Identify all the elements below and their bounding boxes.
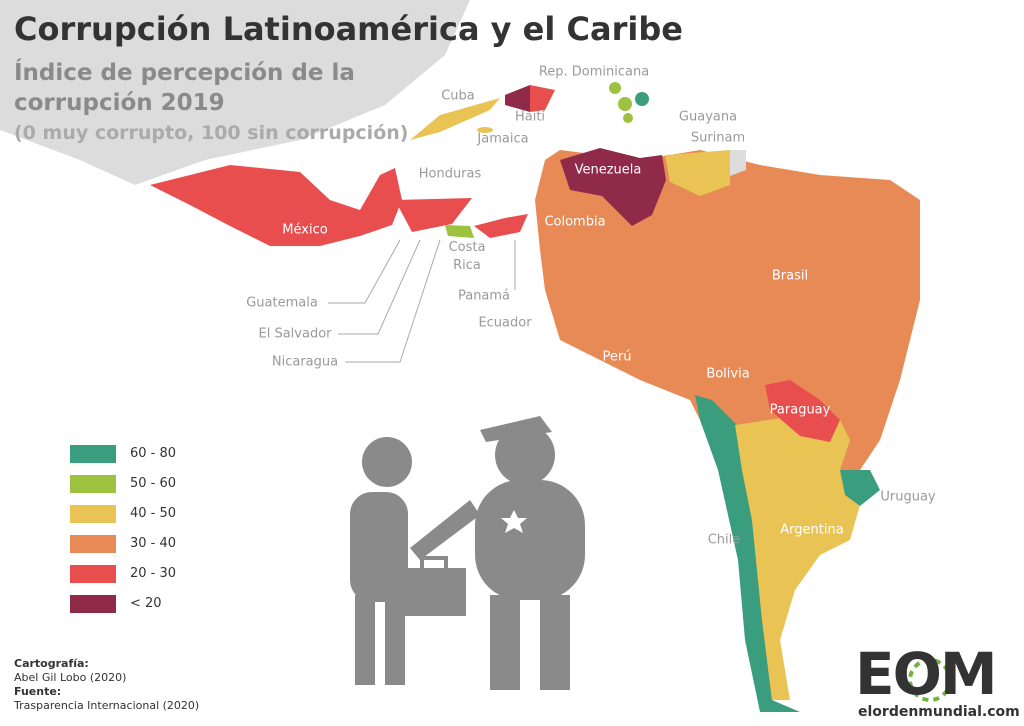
island [635, 92, 649, 106]
legend-label: 30 - 40 [130, 536, 177, 551]
country-label: Brasil [771, 268, 809, 284]
country-label: Bolivia [706, 366, 750, 382]
legend-label: 50 - 60 [130, 476, 177, 491]
island [618, 97, 632, 111]
legend-swatch [70, 565, 116, 583]
country-label: Nicaragua [271, 354, 339, 370]
panama [474, 214, 528, 238]
central-america [395, 198, 472, 232]
legend-swatch [70, 595, 116, 613]
country-label: Guatemala [246, 295, 318, 311]
credit: Trasparencia Internacional (2020) [14, 699, 200, 712]
legend-swatch [70, 445, 116, 463]
venezuela [560, 148, 666, 226]
title: Corrupción Latinoamérica y el Caribe [14, 10, 683, 48]
logo: EOM [855, 640, 998, 708]
legend-label: 20 - 30 [130, 566, 177, 581]
country-label: Uruguay [880, 489, 936, 505]
legend-label: 60 - 80 [130, 446, 177, 461]
country-label: Colombia [544, 214, 606, 230]
argentina [735, 415, 860, 700]
logo-url: elordenmundial.com [858, 704, 1020, 720]
country-label: Rep. Dominicana [538, 64, 650, 80]
country-label: El Salvador [258, 326, 332, 342]
legend-label: 40 - 50 [130, 506, 177, 521]
country-label: Ecuador [478, 315, 532, 331]
country-label: Cuba [441, 88, 475, 104]
jamaica [477, 127, 493, 133]
legend-swatch [70, 535, 116, 553]
haiti [505, 85, 530, 112]
note: (0 muy corrupto, 100 sin corrupción) [14, 122, 409, 144]
country-label: Chile [707, 532, 741, 548]
guyanas [665, 150, 730, 196]
country-label: Paraguay [769, 402, 831, 418]
country-label: Argentina [780, 522, 844, 538]
north-america [0, 0, 470, 185]
french-guiana [730, 150, 746, 176]
mexico [150, 165, 402, 246]
subtitle: Índice de percepción de la corrupción 20… [14, 60, 355, 116]
country-label: Panamá [457, 288, 511, 304]
island [609, 82, 621, 94]
credit-label: Fuente: [14, 685, 62, 698]
legend-swatch [70, 505, 116, 523]
country-label: México [282, 222, 328, 238]
dominican-republic [530, 85, 555, 112]
leader-lines [328, 239, 516, 363]
country-label: Costa Rica [448, 240, 486, 273]
country-label: Perú [602, 349, 632, 365]
credit: Abel Gil Lobo (2020) [14, 671, 127, 684]
credit-label: Cartografía: [14, 657, 89, 670]
legend-label: < 20 [130, 596, 162, 611]
country-label: Venezuela [574, 162, 642, 178]
island [623, 113, 633, 123]
illustration [350, 416, 585, 690]
costa-rica [445, 225, 474, 238]
logo-mark [908, 658, 952, 702]
country-label: Jamaica [477, 131, 529, 147]
country-label: Guayana [678, 109, 738, 125]
uruguay [840, 470, 880, 506]
country-label: Haití [514, 109, 546, 125]
chile [695, 395, 800, 712]
legend-swatch [70, 475, 116, 493]
paraguay [765, 380, 840, 442]
country-label: Honduras [418, 166, 482, 182]
cuba [410, 98, 500, 140]
country-label: Surinam [690, 130, 746, 146]
